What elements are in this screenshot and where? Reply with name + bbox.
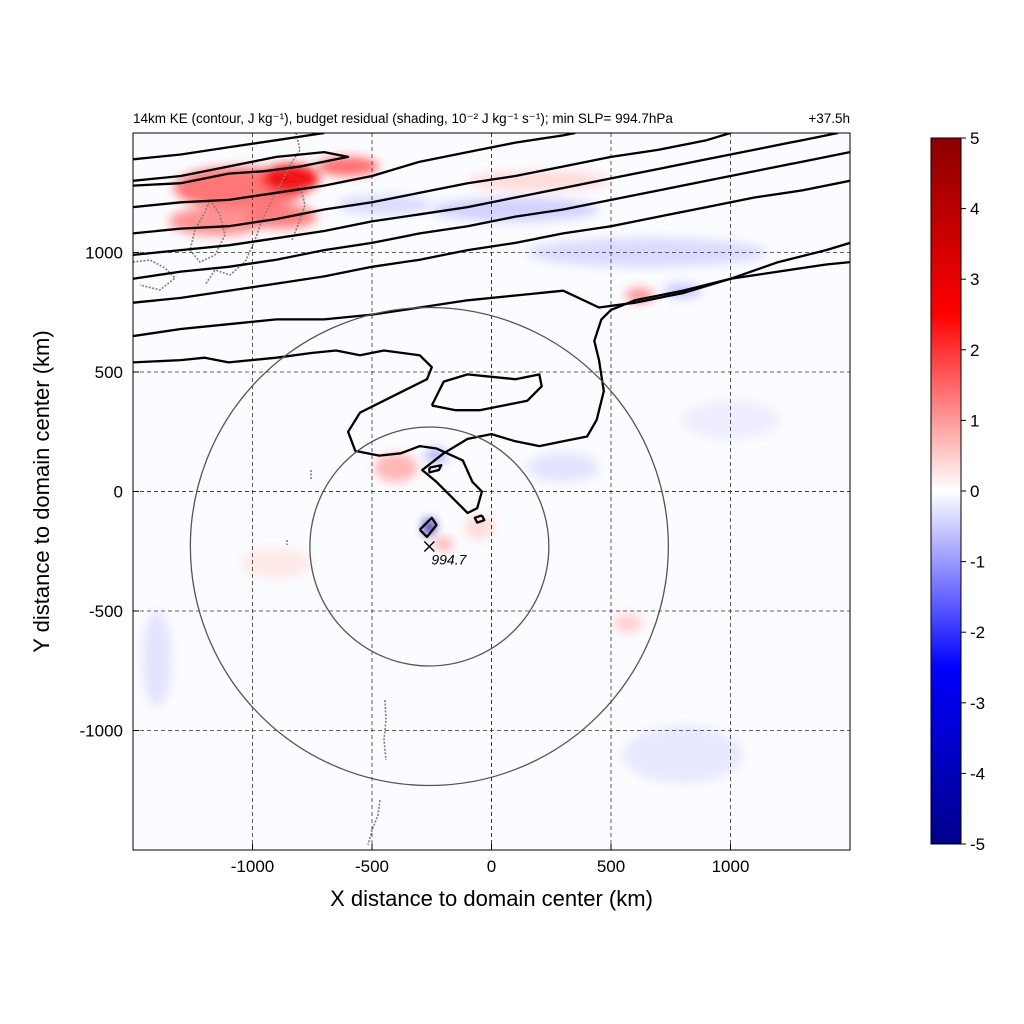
chart-title: 14km KE (contour, J kg⁻¹), budget residu…	[133, 111, 673, 126]
ke-contour-line	[133, 133, 731, 235]
coastline-segment	[383, 699, 387, 761]
y-tick-label: -1000	[80, 722, 123, 741]
chart-time-label: +37.5h	[808, 111, 850, 126]
x-tick-label: -1000	[231, 857, 274, 876]
ke-contour-line	[418, 516, 438, 539]
coastline-segment	[291, 184, 306, 241]
x-tick-label: 0	[487, 857, 496, 876]
residual-patch	[424, 448, 449, 463]
range-rings	[189, 306, 670, 787]
colorbar-tick-label: 1	[970, 411, 979, 430]
y-axis-label: Y distance to domain center (km)	[29, 330, 54, 652]
colorbar-tick-label: -1	[970, 553, 985, 572]
x-tick-label: 500	[597, 857, 625, 876]
ke-contours	[133, 133, 850, 539]
residual-patch	[434, 536, 454, 552]
residual-patch	[682, 400, 779, 439]
coastline-segment	[204, 133, 301, 286]
ke-contour-line	[473, 514, 486, 524]
colorbar-tick-label: 0	[970, 482, 979, 501]
colorbar-tick-label: 3	[970, 270, 979, 289]
min-slp-marker: 994.7	[423, 540, 468, 567]
colorbar-tick-label: 2	[970, 341, 979, 360]
min-slp-cross-icon	[423, 540, 435, 552]
ke-contour-line	[133, 260, 850, 515]
coastline-segment	[367, 799, 381, 846]
colorbar-tick-label: 5	[970, 129, 979, 148]
y-tick-label: 500	[95, 363, 123, 382]
residual-patch	[431, 197, 600, 222]
colorbar: 5 4 3 2 1 0 -1 -2 -3 -4 -5	[930, 129, 985, 854]
residual-patch	[374, 453, 418, 482]
residual-patch	[527, 453, 600, 482]
ke-contour-line	[133, 150, 350, 187]
y-tick-label: 0	[114, 483, 123, 502]
min-slp-value: 994.7	[431, 551, 467, 567]
residual-patch	[317, 156, 380, 177]
colorbar-tick-label: 4	[970, 200, 979, 219]
colorbar-tick-label: -3	[970, 694, 985, 713]
residual-patch	[622, 725, 743, 784]
ke-contour-line	[430, 373, 543, 412]
y-axis-ticks: -1000 -500 0 500 1000	[80, 244, 139, 741]
ke-contour-line	[428, 464, 443, 474]
residual-patch	[336, 195, 432, 215]
ke-contour-line	[133, 133, 325, 161]
range-ring	[309, 426, 550, 667]
residual-patch	[240, 548, 313, 578]
x-axis-label: X distance to domain center (km)	[330, 886, 653, 911]
colorbar-tick-label: -2	[970, 623, 985, 642]
residual-patch	[613, 613, 643, 633]
ke-contour-line	[133, 133, 839, 257]
range-ring	[189, 306, 670, 787]
ke-contour-line	[133, 179, 850, 304]
coastline	[133, 133, 387, 846]
x-tick-label: -500	[355, 857, 389, 876]
ke-contour-line	[133, 241, 850, 338]
colorbar-tick-label: -5	[970, 835, 985, 854]
plot-area: 994.7	[133, 133, 850, 850]
residual-patch	[625, 288, 655, 303]
coastline-segment	[189, 198, 226, 263]
residual-patch	[262, 164, 320, 193]
ke-contour-line	[133, 133, 576, 209]
residual-patch	[465, 515, 494, 540]
residual-patch	[245, 204, 318, 229]
ke-contour-line	[133, 150, 850, 280]
y-tick-label: 1000	[85, 244, 123, 263]
x-axis-ticks: -1000 -500 0 500 1000	[231, 844, 750, 876]
x-tick-label: 1000	[712, 857, 750, 876]
y-tick-label: -500	[89, 602, 123, 621]
coastline-segment	[133, 259, 177, 291]
colorbar-scale	[930, 137, 962, 845]
colorbar-tick-label: -4	[970, 764, 985, 783]
residual-patch	[142, 611, 172, 707]
grid-lines	[133, 133, 850, 850]
colorbar-ticks: 5 4 3 2 1 0 -1 -2 -3 -4 -5	[961, 129, 985, 854]
